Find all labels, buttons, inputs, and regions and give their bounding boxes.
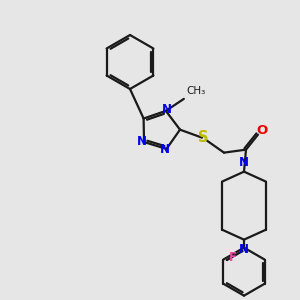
Text: O: O bbox=[256, 124, 268, 137]
Text: CH₃: CH₃ bbox=[187, 86, 206, 96]
Text: N: N bbox=[239, 156, 249, 169]
Text: S: S bbox=[198, 130, 208, 145]
Text: N: N bbox=[137, 134, 147, 148]
Text: N: N bbox=[239, 243, 249, 256]
Text: F: F bbox=[229, 251, 237, 264]
Text: N: N bbox=[162, 103, 172, 116]
Text: N: N bbox=[160, 143, 170, 156]
